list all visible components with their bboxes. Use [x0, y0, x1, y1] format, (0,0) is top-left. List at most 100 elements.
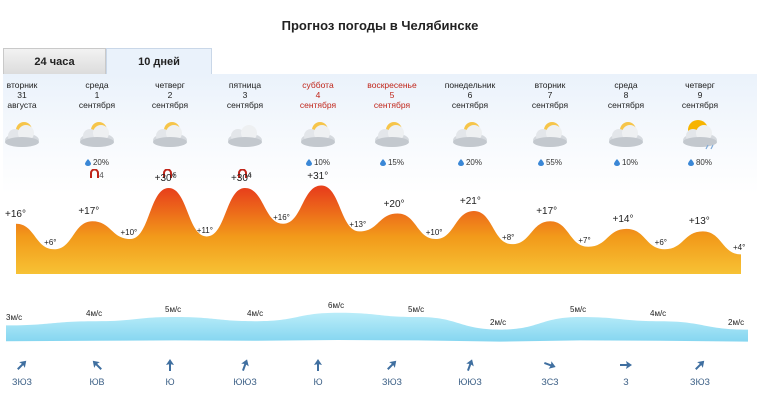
drop-icon	[687, 159, 694, 166]
wind-direction-label: Ю	[165, 377, 175, 387]
temp-min-label: +8°	[502, 233, 515, 243]
day-header[interactable]: понедельник 6 сентября	[432, 80, 508, 110]
temp-min-label: +7°	[578, 235, 591, 245]
day-header[interactable]: воскресенье 5 сентября	[354, 80, 430, 110]
day-month: сентября	[607, 100, 645, 110]
drop-icon	[457, 159, 464, 166]
day-month: сентября	[373, 100, 411, 110]
sun-cloud-icon	[296, 118, 340, 150]
day-month: августа	[7, 100, 37, 110]
day-date: 8	[623, 90, 629, 100]
wind-arrow-icon	[311, 358, 325, 372]
magnet-icon	[163, 168, 173, 178]
day-month: сентября	[299, 100, 337, 110]
wind-speed-label: 5м/с	[570, 305, 587, 314]
magnet-icon	[238, 168, 248, 178]
temp-max-label: +14°	[612, 213, 634, 225]
magnetic-storm: 6	[150, 168, 190, 180]
day-weekday: суббота	[302, 80, 334, 90]
precip-value: 10%	[621, 158, 638, 167]
day-date: 1	[94, 90, 100, 100]
precip-chance: 20%	[67, 158, 127, 167]
precip-chance: 20%	[440, 158, 500, 167]
tab-24-hours[interactable]: 24 часа	[3, 48, 106, 74]
day-weekday: вторник	[534, 80, 566, 90]
tab-10-days[interactable]: 10 дней	[106, 48, 212, 74]
day-date: 2	[167, 90, 173, 100]
day-header[interactable]: четверг 9 сентября	[662, 80, 738, 110]
wind-direction-label: ЗЮЗ	[382, 377, 402, 387]
day-date: 5	[389, 90, 395, 100]
precip-value: 80%	[695, 158, 712, 167]
page-title: Прогноз погоды в Челябинске	[281, 18, 479, 33]
wind-direction-label: ЗСЗ	[541, 377, 559, 387]
temp-min-label: +11°	[196, 225, 213, 235]
wind-arrow-icon	[463, 358, 477, 372]
day-date: 3	[242, 90, 248, 100]
wind-arrow-icon	[543, 358, 557, 372]
wind-arrow-icon	[385, 358, 399, 372]
day-month: сентября	[226, 100, 264, 110]
day-month: сентября	[681, 100, 719, 110]
wind-direction-label: ЗЮЗ	[12, 377, 32, 387]
magnetic-value: 4	[247, 171, 252, 180]
temp-min-label: +6°	[654, 238, 667, 248]
temp-max-label: +30°	[230, 173, 252, 185]
precip-value: 55%	[545, 158, 562, 167]
sun-cloud-icon	[448, 118, 492, 150]
day-header[interactable]: суббота 4 сентября	[280, 80, 356, 110]
day-month: сентября	[78, 100, 116, 110]
magnetic-storm: 4	[225, 168, 265, 180]
wind-speed-label: 6м/с	[328, 300, 345, 310]
temp-max-label: +17°	[536, 206, 558, 218]
temp-min-label: +10°	[425, 228, 443, 238]
day-header[interactable]: вторник 31 августа	[0, 80, 60, 110]
precip-chance: 15%	[362, 158, 422, 167]
day-month: сентября	[531, 100, 569, 110]
temp-min-label: +16°	[273, 212, 290, 222]
cloud-icon	[0, 118, 44, 150]
wind-direction-label: ЮВ	[89, 377, 105, 387]
day-month: сентября	[151, 100, 189, 110]
day-header[interactable]: среда 8 сентября	[588, 80, 664, 110]
temp-min-label: +10°	[120, 228, 138, 238]
day-weekday: пятница	[228, 80, 262, 90]
temp-max-label: +30°	[154, 173, 176, 185]
day-month: сентября	[451, 100, 489, 110]
wind-direction-label: ЗЮЗ	[690, 377, 710, 387]
day-header[interactable]: пятница 3 сентября	[207, 80, 283, 110]
magnetic-value: 4	[99, 171, 104, 180]
day-weekday: четверг	[685, 80, 715, 90]
day-header[interactable]: среда 1 сентября	[59, 80, 135, 110]
wind-speed-label: 4м/с	[247, 309, 264, 319]
day-date: 4	[315, 90, 321, 100]
day-header[interactable]: вторник 7 сентября	[512, 80, 588, 110]
day-header[interactable]: четверг 2 сентября	[132, 80, 208, 110]
wind-direction-label: Ю	[313, 377, 323, 387]
temp-min-label: +6°	[44, 238, 57, 248]
wind-direction-label: З	[623, 377, 629, 387]
wind-speed-label: 2м/с	[728, 317, 745, 327]
temp-max-label: +21°	[459, 196, 481, 207]
temp-max-label: +13°	[688, 216, 710, 228]
wind-speed-label: 5м/с	[165, 305, 182, 314]
day-date: 9	[697, 90, 703, 100]
precip-chance: 10%	[596, 158, 656, 167]
day-date: 31	[17, 90, 27, 100]
day-date: 7	[547, 90, 553, 100]
wind-arrow-icon	[15, 358, 29, 372]
temp-min-label: +13°	[349, 220, 367, 230]
temperature-area	[16, 185, 741, 274]
temp-max-label: +16°	[5, 208, 26, 220]
wind-arrow-icon	[619, 358, 633, 372]
precip-value: 15%	[387, 158, 404, 167]
precip-value: 20%	[465, 158, 482, 167]
sun-cloud-icon	[370, 118, 414, 150]
magnetic-storm: 4	[77, 168, 117, 180]
wind-arrow-icon	[238, 358, 252, 372]
day-weekday: воскресенье	[367, 80, 417, 90]
cloud-icon	[148, 118, 192, 150]
wind-speed-label: 4м/с	[650, 309, 667, 319]
temp-max-label: +20°	[383, 198, 405, 210]
wind-arrow-icon	[163, 358, 177, 372]
